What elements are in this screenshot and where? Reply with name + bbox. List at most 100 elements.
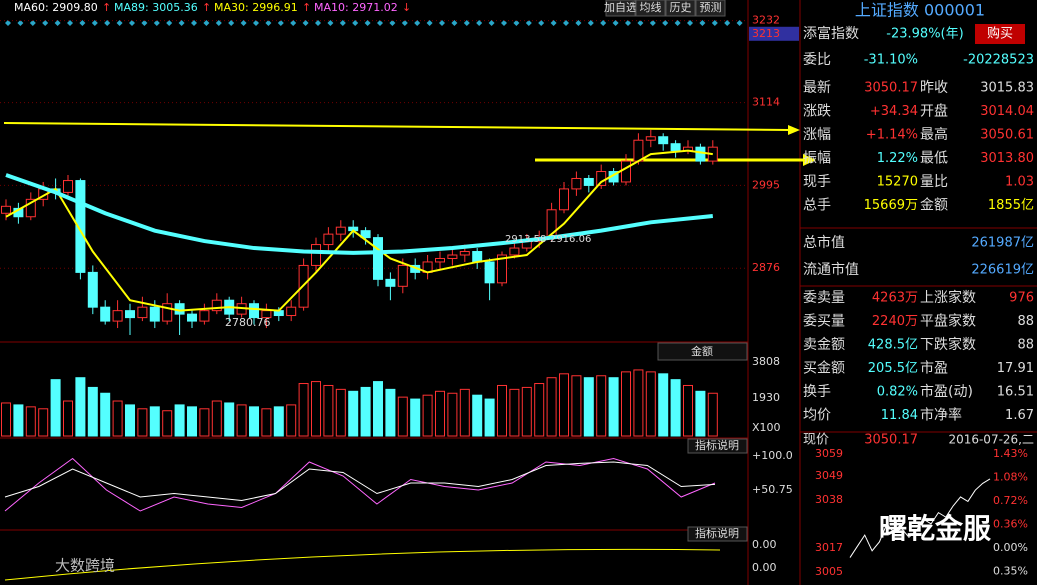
toolbar-button[interactable] (605, 0, 636, 17)
quote-label: 量比 (920, 174, 948, 190)
volume-bar (583, 377, 594, 437)
volume-tick: 3808 (752, 355, 780, 368)
mini-tick: 0.35% (993, 565, 1028, 578)
marker (116, 20, 123, 26)
marker (439, 20, 445, 26)
quote-value: 261987亿 (971, 236, 1034, 251)
quote-value: 3050.17 (864, 81, 918, 96)
quote-label: 委卖量 (803, 290, 845, 306)
volume-bar (397, 396, 408, 437)
candle-body (373, 237, 383, 280)
candle-body (75, 180, 86, 273)
volume-bar (435, 390, 445, 437)
button-label: 指标说明 (695, 526, 739, 540)
volume-bar (670, 379, 681, 437)
candle-body (484, 261, 495, 284)
ma-label: MA89: 3005.36 (114, 1, 198, 14)
quote-label: 现手 (803, 174, 831, 190)
quote-value: 4263万 (872, 291, 918, 306)
marker (724, 20, 731, 26)
marker (377, 20, 383, 26)
marker (215, 20, 222, 26)
marker (612, 20, 619, 26)
volume-bar (596, 375, 607, 437)
ma-arrow: ↑ (102, 1, 111, 14)
candle-body (695, 146, 706, 162)
marker (141, 20, 148, 26)
volume-bar (25, 406, 36, 437)
quote-value: 16.51 (997, 385, 1034, 400)
marker (625, 20, 631, 26)
button[interactable] (687, 526, 748, 542)
quote-value: 88 (1017, 314, 1034, 329)
price-tick: 2876 (752, 261, 780, 274)
marker (687, 20, 693, 26)
watermark: 大数跨境 (55, 557, 115, 575)
toolbar-button[interactable] (665, 0, 696, 17)
volume-bar (608, 377, 619, 437)
volume-bar (286, 404, 297, 437)
ma-label: MA10: 2971.02 (314, 1, 398, 14)
marker (253, 20, 259, 26)
marker (587, 20, 594, 26)
quote-label: 总市值 (803, 234, 845, 251)
button[interactable] (687, 438, 748, 454)
quote-value: 3015.83 (980, 81, 1034, 96)
candle-body (559, 188, 569, 211)
macd-curve (4, 548, 721, 581)
quote-label: 金额 (920, 198, 948, 214)
marker (153, 20, 160, 26)
volume-bar (571, 375, 582, 437)
mini-line (849, 478, 991, 558)
mini-tick: 0.00% (993, 541, 1028, 554)
quote-label: 上涨家数 (920, 289, 976, 306)
ma-arrow: ↑ (202, 1, 211, 14)
volume-bar (447, 392, 458, 437)
dropdown[interactable] (657, 342, 748, 361)
macd-tick: 0.00 (752, 538, 777, 551)
marker (513, 20, 520, 26)
toolbar-button-label: 预测 (700, 1, 722, 14)
volume-bar (174, 404, 185, 437)
candle-body (645, 136, 656, 141)
candle-body (397, 264, 408, 287)
volume-tick: 1930 (752, 391, 780, 404)
marker (5, 20, 11, 26)
marker (662, 20, 669, 26)
volume-bar (224, 402, 235, 437)
candle-body (311, 244, 321, 266)
toolbar-button[interactable] (635, 0, 666, 17)
volume-bar (323, 384, 334, 437)
volume-bar (633, 369, 644, 437)
marker (67, 20, 73, 26)
quote-label: 最低 (920, 151, 948, 167)
volume-bar (645, 371, 656, 437)
candle-body (149, 306, 160, 322)
buy-button[interactable] (975, 24, 1025, 44)
marker (240, 20, 247, 26)
quote-label: 市盈(动) (920, 383, 973, 400)
volume-bar (311, 381, 321, 437)
price-tick: 3114 (752, 96, 780, 109)
macd-tick: 0.00 (752, 561, 777, 574)
toolbar-button[interactable] (695, 0, 726, 17)
quote-label: 换手 (803, 383, 831, 400)
candle-body (162, 303, 173, 322)
volume-bar (559, 373, 569, 437)
candle-body (125, 310, 135, 319)
marker (352, 20, 359, 26)
mini-tick: 3059 (815, 447, 843, 460)
marker (488, 20, 495, 26)
marker (54, 20, 61, 26)
mini-tick: 3005 (815, 565, 843, 578)
quote-date: 2016-07-26,二 (948, 433, 1034, 447)
ma-line (5, 173, 714, 255)
mini-tick: 3017 (815, 541, 843, 554)
marker (637, 20, 644, 26)
toolbar-button-label: 历史 (670, 1, 692, 14)
mini-tick: 0.72% (993, 494, 1028, 507)
candle-body (571, 177, 582, 190)
quote-value: 3013.80 (980, 151, 1034, 166)
candle-body (187, 313, 197, 322)
quote-label: 昨收 (920, 80, 948, 96)
